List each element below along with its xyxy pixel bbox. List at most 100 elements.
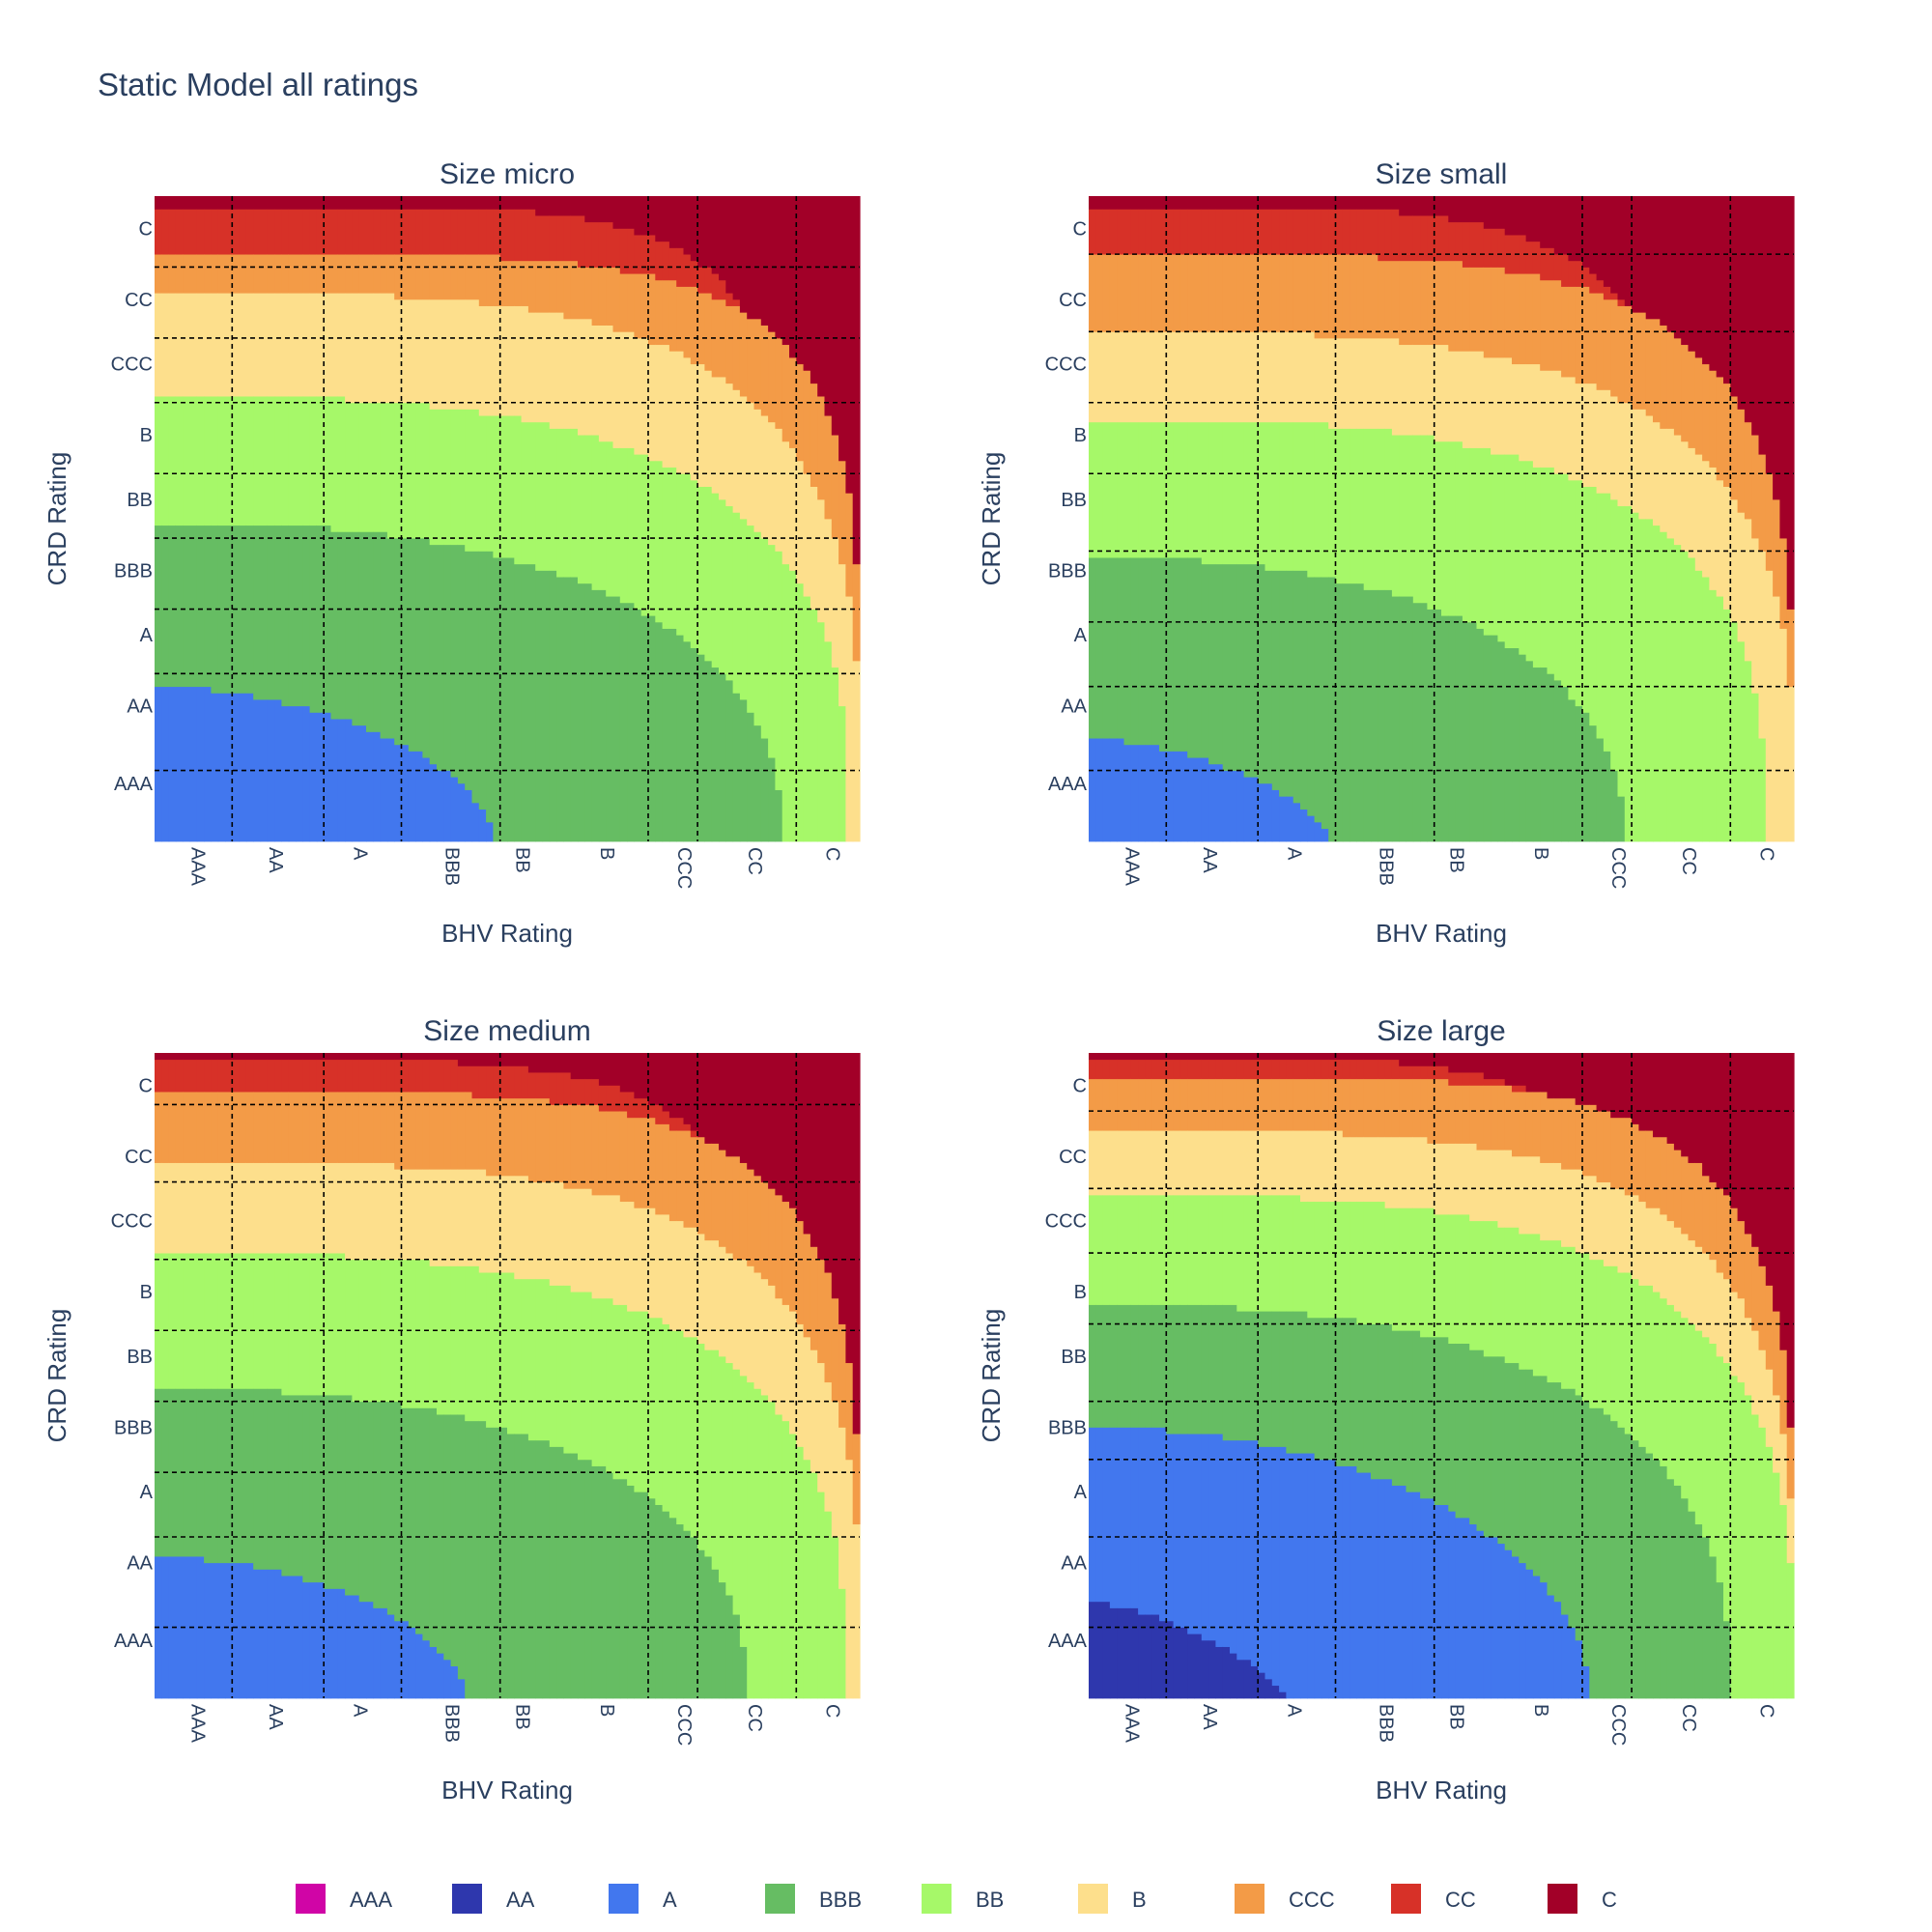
heat-cell-BBB [499, 1427, 508, 1699]
heat-cell-CCC [810, 1246, 818, 1350]
legend-item-ccc[interactable]: CCC [1235, 1884, 1335, 1914]
heat-cell-C [1525, 1053, 1534, 1093]
heat-cell-BBB [422, 538, 431, 758]
heat-cell-BBB [1483, 635, 1492, 842]
heat-cell-C [1378, 1053, 1386, 1061]
legend-item-aaa[interactable]: AAA [296, 1884, 392, 1914]
heat-cell-B [760, 1278, 769, 1396]
heat-cell-BB [1758, 1427, 1767, 1699]
heat-cell-CC [1117, 209, 1125, 255]
heat-cell-CCC [1271, 1078, 1280, 1131]
heat-cell-BBB [768, 757, 776, 842]
heat-cell-CC [337, 209, 346, 255]
heat-cell-CCC [591, 267, 600, 326]
heat-cell-C [1215, 1053, 1224, 1061]
heat-cell-BB [690, 479, 698, 648]
heat-cell-CC [640, 1097, 649, 1119]
heat-cell-A [245, 1562, 254, 1699]
heat-cell-C [570, 1053, 579, 1080]
heat-cell-CC [1314, 1059, 1322, 1080]
heat-cell-CC [1279, 1059, 1287, 1080]
heat-cell-CCC [245, 254, 254, 294]
heat-cell-C [373, 196, 382, 210]
heat-cell-CCC [1448, 260, 1457, 352]
heat-cell-B [1412, 1136, 1421, 1208]
heat-cell-CC [1519, 1085, 1527, 1093]
heat-cell-BB [1089, 1194, 1096, 1305]
heat-cell-C [1089, 196, 1096, 210]
heat-cell-CC [225, 209, 233, 255]
heat-cell-CC [155, 209, 162, 255]
heat-cell-CC [1230, 1059, 1237, 1080]
heat-cell-CCC [1412, 1078, 1421, 1138]
heat-cell-CCC [450, 1092, 459, 1170]
heat-cell-CCC [196, 254, 205, 294]
heat-cell-B [189, 293, 198, 397]
legend-item-aa[interactable]: AA [452, 1884, 535, 1914]
heat-cell-C [1512, 196, 1520, 236]
y-tick-label: CC [1059, 290, 1087, 311]
heat-cell-C [1709, 196, 1718, 371]
heat-cell-BB [824, 1511, 833, 1699]
heat-cell-C [1540, 196, 1548, 248]
heat-cell-C [556, 1053, 564, 1073]
heat-cell-B [719, 1246, 726, 1357]
heat-cell-B [1702, 1253, 1710, 1338]
heat-cell-CCC [373, 254, 382, 294]
heat-cell-BB [578, 435, 585, 584]
legend-item-c[interactable]: C [1548, 1884, 1617, 1914]
heat-cell-B [1236, 1130, 1245, 1196]
heat-cell-BB [1307, 421, 1316, 578]
legend-item-bbb[interactable]: BBB [765, 1884, 862, 1914]
heat-cell-BBB [1286, 570, 1294, 797]
heat-cell-B [324, 1162, 332, 1254]
heat-cell-A [373, 1607, 382, 1699]
heat-cell-B [655, 1214, 664, 1319]
heat-cell-C [493, 196, 501, 210]
heat-cell-A [1187, 1434, 1196, 1634]
heat-cell-BB [1561, 473, 1569, 688]
heat-cell-C [204, 1053, 212, 1061]
heat-cell-BBB [1371, 589, 1378, 842]
heat-cell-C [1589, 1053, 1598, 1105]
heat-cell-BBB [1575, 705, 1583, 842]
heat-cell-BBB [1328, 577, 1337, 842]
heat-cell-BB [1166, 421, 1175, 558]
heat-cell-CCC [1222, 1078, 1231, 1131]
heat-cell-CCC [309, 254, 318, 294]
heat-cell-A [394, 1620, 403, 1699]
heat-cell-CC [1582, 267, 1590, 287]
heat-cell-B [316, 1162, 325, 1254]
heat-cell-BBB [1089, 1304, 1096, 1428]
heat-cell-CC [1553, 254, 1562, 281]
legend-item-cc[interactable]: CC [1391, 1884, 1476, 1914]
heat-cell-CC [697, 267, 705, 294]
legend-item-b[interactable]: B [1078, 1884, 1147, 1914]
legend-item-bb[interactable]: BB [922, 1884, 1004, 1914]
heat-cell-B [1553, 1162, 1562, 1241]
heat-cell-CC [556, 1072, 564, 1105]
heat-cell-C [493, 1053, 501, 1066]
heat-cell-B [316, 293, 325, 397]
heat-cell-BBB [245, 525, 254, 694]
heat-cell-BB [161, 396, 170, 526]
heat-cell-CC [1371, 209, 1378, 255]
legend-item-a[interactable]: A [609, 1884, 677, 1914]
heat-cell-CCC [1089, 1078, 1096, 1131]
heat-cell-BBB [274, 1388, 282, 1570]
heat-cell-CCC [845, 493, 854, 597]
heat-cell-CC [556, 215, 564, 262]
heat-cell-B [725, 383, 734, 507]
heat-cell-A [1145, 744, 1153, 842]
heat-cell-BBB [1095, 557, 1104, 739]
heat-cell-BB [457, 1265, 466, 1415]
heat-cell-C [1723, 1053, 1731, 1196]
heat-cell-BBB [1406, 596, 1414, 842]
heat-cell-C [1779, 1053, 1788, 1350]
heat-cell-BBB [1335, 582, 1344, 842]
heat-cell-C [1744, 1053, 1752, 1235]
heat-cell-B [1258, 1130, 1266, 1196]
heat-cell-C [584, 1053, 593, 1080]
heat-cell-BB [1751, 693, 1760, 842]
